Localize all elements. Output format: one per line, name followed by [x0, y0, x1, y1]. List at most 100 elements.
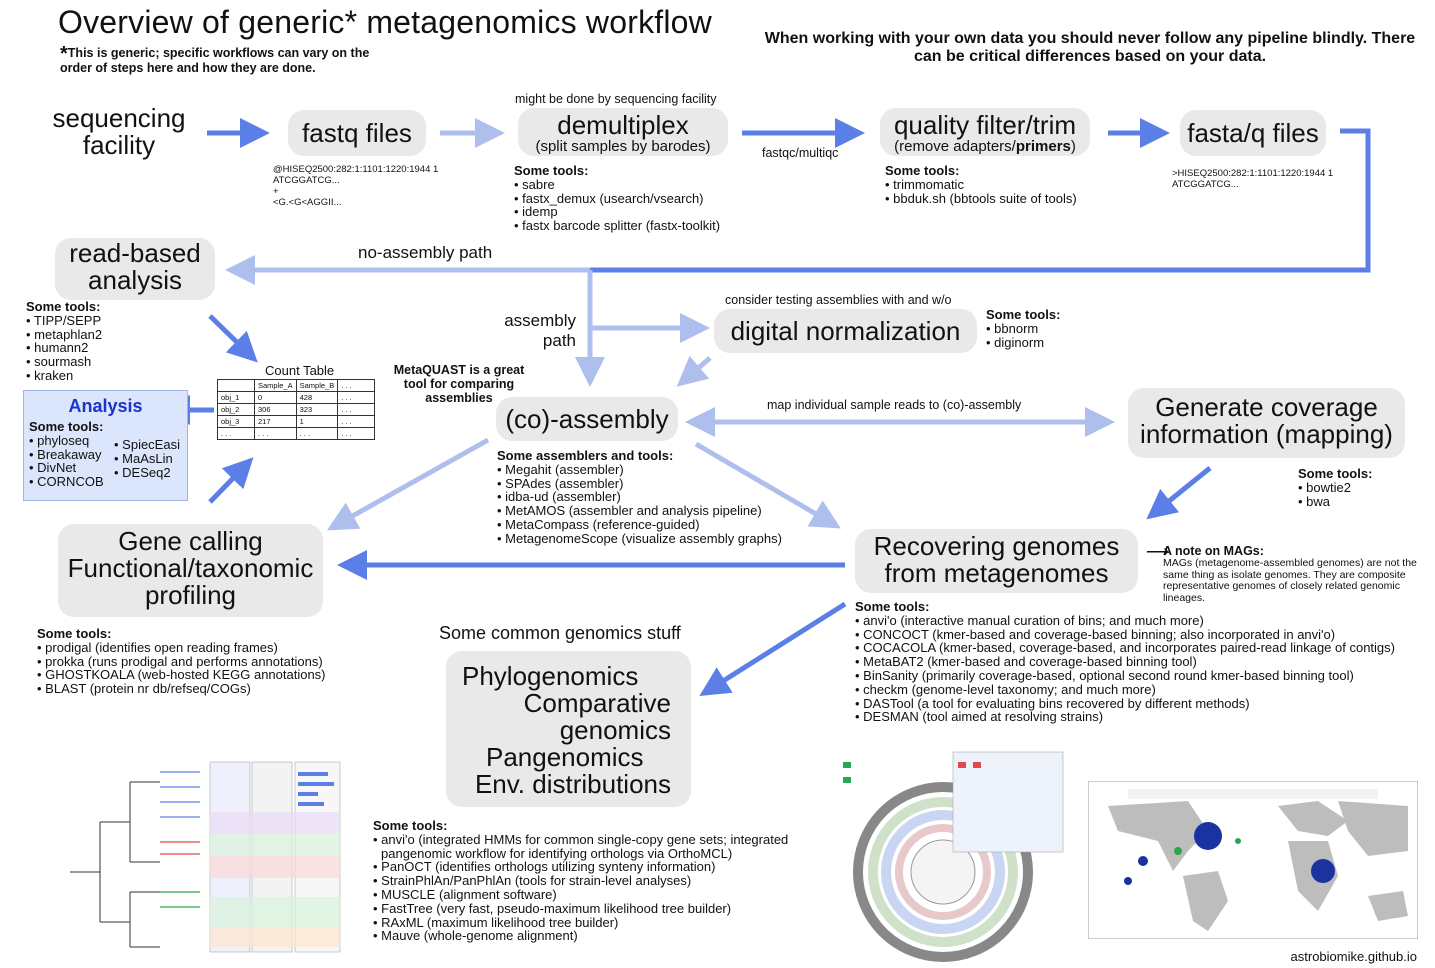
tools-genomics-item: pangenomic workflow for identifying orth… — [381, 845, 733, 861]
tools-coverage: Some tools: • bowtie2 • bwa — [1298, 467, 1372, 508]
fastq-line-1: @HISEQ2500:282:1:1101:1220:1944 1 — [273, 164, 439, 175]
demultiplex-label: demultiplex — [557, 110, 689, 140]
tools-demux-item: • idemp — [514, 204, 558, 220]
tools-recovering-item: • checkm (genome-level taxonomy; and muc… — [855, 681, 1156, 697]
fastq-line-3: + — [273, 186, 279, 197]
fasta-example: >HISEQ2500:282:1:1101:1220:1944 1 ATCGGA… — [1172, 168, 1333, 190]
arrow-coverage-to-recovering — [1146, 466, 1212, 520]
qc-label: fastqc/multiqc — [762, 146, 839, 160]
tools-demux: Some tools: • sabre • fastx_demux (usear… — [514, 164, 720, 233]
node-read-based-analysis: read-based analysis — [55, 238, 215, 300]
map-label: map individual sample reads to (co)-asse… — [767, 398, 1022, 412]
table-cell: 306 — [254, 403, 297, 416]
table-row: obj_3 217 1 . . . — [217, 415, 376, 428]
table-row: . . . . . . . . . . . . — [217, 427, 376, 440]
no-assembly-label: no-assembly path — [358, 243, 493, 262]
analysis-box: Analysis Some tools: • phyloseq • Breaka… — [23, 390, 188, 501]
arrow-gene-to-count — [208, 457, 254, 504]
table-cell: . . . — [295, 427, 339, 440]
node-quality-filter: quality filter/trim (remove adapters/pri… — [880, 108, 1090, 156]
node-sequencing-facility: sequencing facility — [52, 103, 186, 160]
tools-digital: Some tools: • bbnorm • diginorm — [986, 308, 1060, 349]
arrow-recovering-to-phylo — [699, 601, 847, 697]
table-cell: 323 — [295, 403, 339, 416]
tools-genomics-header: Some tools: — [373, 818, 448, 833]
table-cell — [217, 379, 255, 392]
page-title: Overview of generic* metagenomics workfl… — [58, 4, 712, 40]
analysis-item: • DESeq2 — [114, 464, 171, 480]
table-cell: . . . — [337, 403, 376, 416]
tools-recovering: Some tools: • anvi'o (interactive manual… — [855, 600, 1395, 724]
tools-assembly-item: • idba-ud (assembler) — [497, 489, 621, 505]
analysis-item: • phyloseq — [29, 432, 90, 448]
table-cell: . . . — [217, 427, 255, 440]
credit: astrobiomike.github.io — [1290, 949, 1417, 964]
fastq-line-2: ATCGGATCG... — [273, 175, 340, 186]
metaquast-note: MetaQUAST is a great tool for comparing … — [393, 363, 525, 405]
tools-genomics-item: • RAxML (maximum likelihood tree builder… — [373, 914, 619, 930]
demultiplex-sub: (split samples by barodes) — [535, 138, 711, 155]
table-cell: . . . — [337, 427, 376, 440]
table-row: obj_1 0 428 . . . — [217, 391, 376, 404]
table-row: Sample_A Sample_B . . . — [217, 379, 376, 392]
tools-digital-item: • diginorm — [986, 334, 1045, 350]
tools-readbased-header: Some tools: — [26, 299, 101, 314]
table-cell: . . . — [337, 415, 376, 428]
arrow-readbased-to-count — [208, 314, 258, 363]
quality-sub-a: (remove adapters/ — [894, 138, 1016, 155]
table-cell: . . . — [337, 391, 376, 404]
note-text: This is generic; specific workflows can … — [60, 46, 370, 75]
tools-assembly-item: • MetaCompass (reference-guided) — [497, 516, 700, 532]
tools-genecalling-item: • BLAST (protein nr db/refseq/COGs) — [37, 681, 251, 697]
tools-demux-header: Some tools: — [514, 163, 589, 178]
tools-assembly: Some assemblers and tools: • Megahit (as… — [497, 449, 782, 546]
fasta-line-2: ATCGGATCG... — [1172, 179, 1239, 190]
phylo-line-2: Comparative — [523, 688, 671, 718]
tools-coverage-item: • bowtie2 — [1298, 479, 1351, 495]
demultiplex-note: might be done by sequencing facility — [515, 92, 717, 106]
tools-genomics: Some tools: • anvi'o (integrated HMMs fo… — [373, 819, 788, 943]
analysis-tools: Some tools: • phyloseq • Breakaway • Div… — [29, 420, 104, 489]
node-fasta-files: fasta/q files — [1180, 110, 1326, 156]
count-table-title: Count Table — [265, 363, 335, 378]
world-map-figure-image — [1088, 781, 1418, 939]
analysis-item: • SpiecEasi — [114, 437, 180, 452]
tools-genecalling-item: • GHOSTKOALA (web-hosted KEGG annotation… — [37, 667, 326, 683]
tools-demux-item: • sabre — [514, 176, 555, 192]
table-cell: 428 — [295, 391, 339, 404]
fastq-example: @HISEQ2500:282:1:1101:1220:1944 1 ATCGGA… — [273, 164, 438, 208]
tools-quality-item: • bbduk.sh (bbtools suite of tools) — [885, 190, 1077, 206]
node-demultiplex: demultiplex (split samples by barodes) — [518, 108, 728, 156]
analysis-item: • Breakaway — [29, 446, 102, 462]
tools-readbased: Some tools: • TIPP/SEPP • metaphlan2 • h… — [26, 300, 102, 383]
mags-arrow: ⟶ — [1146, 544, 1169, 561]
tools-recovering-item: • BinSanity (primarily coverage-based, o… — [855, 667, 1354, 683]
table-cell: Sample_B — [295, 379, 339, 392]
table-row: obj_2 306 323 . . . — [217, 403, 376, 416]
tools-assembly-item: • Megahit (assembler) — [497, 461, 624, 477]
tools-demux-item: • fastx_demux (usearch/vsearch) — [514, 190, 704, 206]
phylogenomic-figure-image — [40, 742, 360, 958]
tools-genecalling: Some tools: • prodigal (identifies open … — [37, 627, 326, 696]
mags-title: A note on MAGs: — [1163, 544, 1264, 558]
tools-genomics-item: • StrainPhlAn/PanPhlAn (tools for strain… — [373, 873, 692, 889]
analysis-item: • MaAsLin — [114, 450, 173, 466]
analysis-title: Analysis — [68, 396, 143, 416]
fasta-line-1: >HISEQ2500:282:1:1101:1220:1944 1 — [1172, 168, 1334, 179]
tools-genecalling-header: Some tools: — [37, 626, 112, 641]
analysis-header: Some tools: — [29, 419, 104, 434]
analysis-item: • CORNCOB — [29, 474, 104, 490]
anvio-figure-image — [833, 742, 1073, 962]
tools-recovering-header: Some tools: — [855, 599, 930, 614]
assembly-path-label: assembly path — [504, 311, 576, 350]
tools-digital-header: Some tools: — [986, 307, 1061, 322]
tools-quality: Some tools: • trimmomatic • bbduk.sh (bb… — [885, 164, 1077, 205]
tools-recovering-item: • COCACOLA (kmer-based, coverage-based, … — [855, 640, 1395, 656]
fastq-line-4: <G.<G<AGGII... — [273, 197, 342, 208]
tools-readbased-item: • metaphlan2 — [26, 326, 103, 342]
table-cell: 1 — [295, 415, 339, 428]
table-cell: 217 — [254, 415, 297, 428]
tools-recovering-item: • DESMAN (tool aimed at resolving strain… — [855, 709, 1104, 725]
tools-digital-item: • bbnorm — [986, 320, 1039, 336]
